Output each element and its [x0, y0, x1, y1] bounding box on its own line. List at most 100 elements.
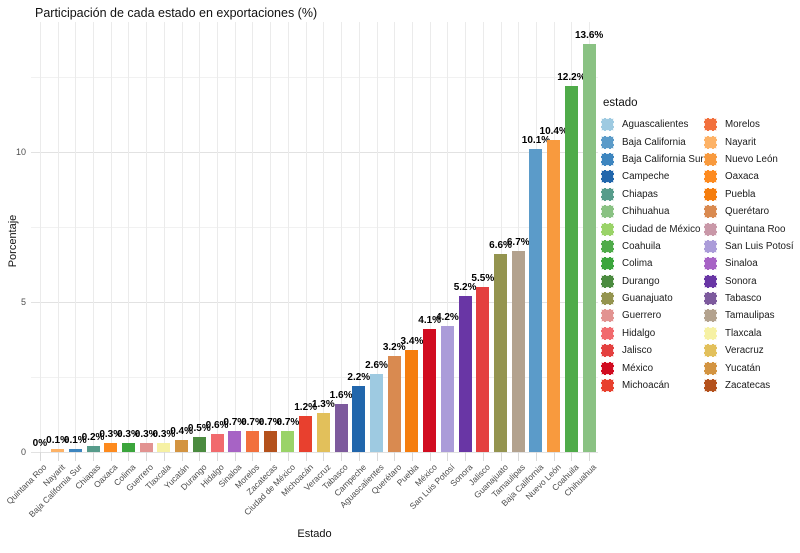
x-gridline: [447, 22, 449, 452]
legend-item-label: Michoacán: [622, 380, 670, 392]
legend-item: Zacatecas: [704, 377, 799, 394]
legend-item-label: Morelos: [725, 119, 760, 131]
legend-swatch: [704, 326, 717, 340]
legend-item-label: Campeche: [622, 171, 670, 183]
bar-value-label: 6.7%: [506, 237, 530, 248]
legend-swatch: [704, 309, 717, 323]
legend-item: Quintana Roo: [704, 220, 799, 237]
bar-colima: [121, 443, 135, 452]
legend-item: Colima: [601, 255, 704, 272]
x-axis-tick: [270, 452, 272, 461]
legend-swatch: [704, 152, 717, 166]
legend-swatch: [601, 344, 614, 358]
x-axis-tick: [163, 452, 165, 461]
legend-swatch: [704, 239, 717, 253]
legend-item-label: Ciudad de México: [622, 223, 701, 235]
x-gridline: [75, 22, 77, 452]
x-axis-tick: [394, 452, 396, 461]
x-axis-tick: [305, 452, 307, 461]
legend-item: Durango: [601, 273, 704, 290]
x-gridline: [57, 22, 59, 452]
y-tick-label: 5: [20, 296, 26, 307]
legend-item: Jalisco: [601, 342, 704, 359]
bar-nayarit: [51, 449, 65, 452]
bar-oaxaca: [104, 443, 118, 452]
legend-item-label: Baja California Sur: [622, 153, 704, 165]
y-minor-gridline: [31, 77, 598, 78]
legend-item-label: Durango: [622, 275, 660, 287]
x-gridline: [376, 22, 378, 452]
bar-value-label: 12.2%: [557, 72, 586, 83]
bar-tlaxcala: [157, 443, 171, 452]
legend-item-label: Jalisco: [622, 345, 652, 357]
legend-item-label: Nuevo León: [725, 153, 778, 165]
legend-item: Guanajuato: [601, 290, 704, 307]
x-axis-tick: [110, 452, 112, 461]
bar-value-label: 4.1%: [418, 315, 442, 326]
legend-item-label: Sonora: [725, 275, 757, 287]
legend-swatch: [601, 309, 614, 323]
legend-item-label: Quintana Roo: [725, 223, 786, 235]
legend-item: Sinaloa: [704, 255, 799, 272]
x-axis-tick: [465, 452, 467, 461]
bar-value-label: 13.6%: [574, 30, 604, 41]
bar-aguascalientes: [370, 374, 384, 452]
chart-title: Participación de cada estado en exportac…: [35, 6, 318, 20]
x-axis-tick: [429, 452, 431, 461]
legend-item-label: Hidalgo: [622, 327, 656, 339]
bar-sonora: [458, 296, 472, 452]
bar-value-label: 0.3%: [99, 429, 123, 440]
legend-swatch: [601, 326, 614, 340]
legend-item-label: Tabasco: [725, 293, 762, 305]
bar-value-label: 0.6%: [205, 420, 229, 431]
x-axis-tick: [341, 452, 343, 461]
bar-value-label: 10.4%: [539, 126, 568, 137]
bar-puebla: [405, 350, 419, 452]
legend-item: Michoacán: [601, 377, 704, 394]
legend-item: Tabasco: [704, 290, 799, 307]
bar-value-label: 0.2%: [81, 432, 105, 443]
bar-nuevo-le-n: [547, 140, 561, 452]
bar-value-label: 3.4%: [400, 336, 424, 347]
bar-san-luis-potos-: [440, 326, 454, 452]
legend-item: Sonora: [704, 273, 799, 290]
legend-item-label: Oaxaca: [725, 171, 759, 183]
bar-campeche: [352, 386, 366, 452]
bar-tabasco: [334, 404, 348, 452]
bar-morelos: [245, 431, 259, 452]
bar-value-label: 3.2%: [382, 342, 406, 353]
legend-item-label: Tamaulipas: [725, 310, 775, 322]
legend-swatch: [704, 292, 717, 306]
bar-tamaulipas: [511, 251, 525, 452]
bar-value-label: 0%: [32, 438, 48, 449]
legend-swatch: [601, 205, 614, 219]
bar-value-label: 0.1%: [63, 435, 87, 446]
bar-value-label: 1.3%: [311, 399, 335, 410]
bar-baja-california: [529, 149, 543, 452]
legend-item-label: Tlaxcala: [725, 327, 762, 339]
bar-value-label: 0.7%: [241, 417, 264, 428]
bar-value-label: 0.3%: [117, 429, 140, 440]
bar-value-label: 0.4%: [170, 426, 194, 437]
legend-swatch: [601, 274, 614, 288]
x-axis-tick: [500, 452, 502, 461]
legend-item-label: México: [622, 362, 654, 374]
x-gridline: [146, 22, 148, 452]
x-gridline: [465, 22, 467, 452]
legend-item-label: Sinaloa: [725, 258, 758, 270]
legend-item: Querétaro: [704, 203, 799, 220]
x-axis-tick: [93, 452, 95, 461]
bar-value-label: 5.2%: [453, 282, 477, 293]
legend-item: Chiapas: [601, 186, 704, 203]
x-gridline: [163, 22, 165, 452]
x-gridline: [110, 22, 112, 452]
legend-item-label: Baja California: [622, 136, 686, 148]
x-gridline: [323, 22, 325, 452]
bar-coahuila: [564, 86, 578, 452]
legend-item: Campeche: [601, 168, 704, 185]
bar-value-label: 0.1%: [46, 435, 69, 446]
legend-item: Yucatán: [704, 359, 799, 376]
legend-swatch: [704, 187, 717, 201]
bar-value-label: 1.6%: [329, 390, 353, 401]
x-gridline: [93, 22, 95, 452]
